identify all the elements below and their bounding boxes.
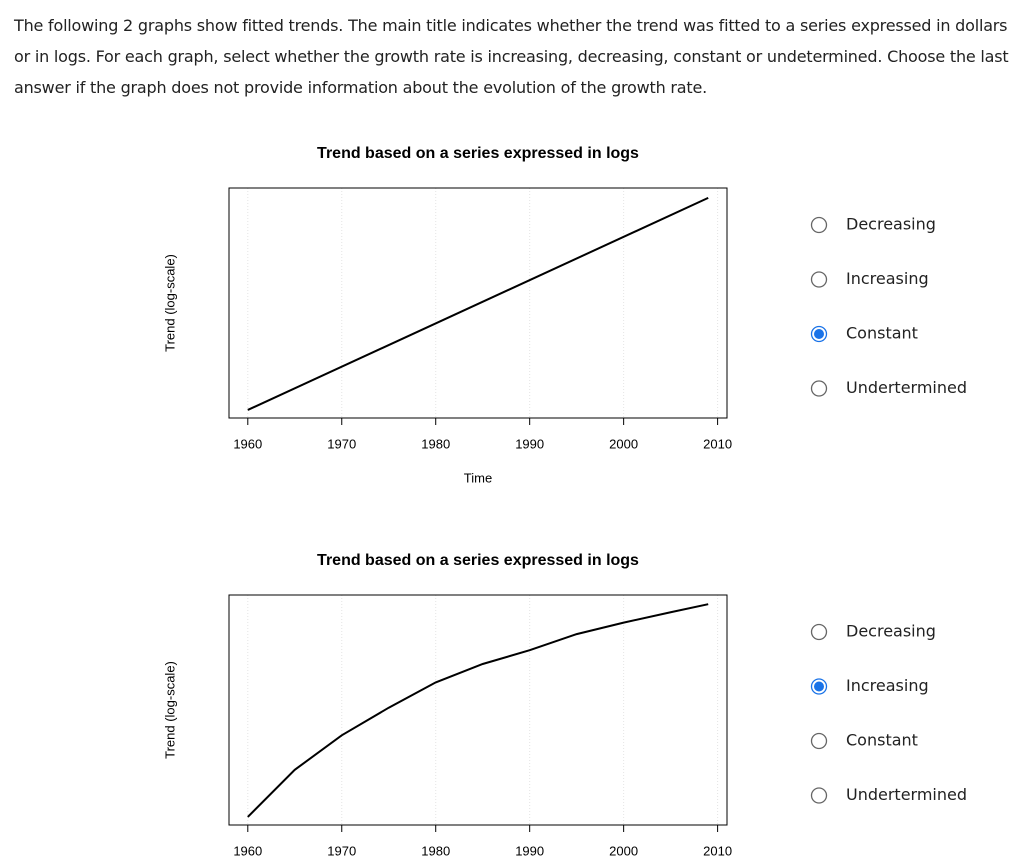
plot-frame bbox=[228, 187, 728, 419]
option-label[interactable]: Decreasing bbox=[846, 215, 936, 234]
chart-title: Trend based on a series expressed in log… bbox=[317, 552, 639, 569]
radio-option[interactable]: Decreasing bbox=[810, 215, 936, 234]
x-tick-label: 2010 bbox=[703, 436, 732, 451]
option-label[interactable]: Undertermined bbox=[846, 378, 967, 397]
radio-option[interactable]: Decreasing bbox=[810, 622, 936, 641]
x-tick-label: 2010 bbox=[703, 843, 732, 858]
x-tick-label: 1960 bbox=[233, 843, 262, 858]
option-label[interactable]: Decreasing bbox=[846, 622, 936, 641]
radio-option[interactable]: Increasing bbox=[810, 269, 929, 288]
option-label[interactable]: Constant bbox=[846, 731, 918, 750]
instructions: The following 2 graphs show fitted trend… bbox=[14, 16, 1009, 97]
radio-option[interactable]: Constant bbox=[810, 324, 918, 343]
option-label[interactable]: Increasing bbox=[846, 676, 929, 695]
option-label[interactable]: Undertermined bbox=[846, 785, 967, 804]
radio-button[interactable] bbox=[810, 271, 828, 288]
x-axis-label: Time bbox=[464, 470, 492, 485]
radio-button[interactable] bbox=[810, 732, 828, 750]
x-tick-label: 2000 bbox=[609, 843, 638, 858]
radio-button[interactable] bbox=[810, 380, 828, 397]
y-axis-label: Trend (log-scale) bbox=[162, 661, 177, 759]
radio-option[interactable]: Increasing bbox=[810, 676, 929, 695]
x-tick-label: 1990 bbox=[515, 843, 544, 858]
radio-dot bbox=[814, 681, 824, 692]
radio-button[interactable] bbox=[810, 787, 828, 804]
radio-dot bbox=[814, 329, 824, 339]
x-tick-label: 1960 bbox=[233, 436, 262, 451]
x-tick-label: 1990 bbox=[515, 436, 544, 451]
plot-frame bbox=[228, 594, 728, 826]
radio-option[interactable]: Undertermined bbox=[810, 785, 968, 804]
x-tick-label: 1970 bbox=[327, 436, 356, 451]
radio-button[interactable] bbox=[810, 623, 828, 641]
radio-option[interactable]: Constant bbox=[810, 731, 918, 750]
option-label[interactable]: Constant bbox=[846, 324, 918, 343]
chart-title: Trend based on a series expressed in log… bbox=[317, 145, 639, 162]
option-label[interactable]: Increasing bbox=[846, 269, 929, 288]
x-tick-label: 1980 bbox=[421, 843, 450, 858]
trend-line bbox=[247, 196, 709, 411]
x-tick-label: 1970 bbox=[327, 843, 356, 858]
trend-line bbox=[247, 603, 709, 818]
x-tick-label: 2000 bbox=[609, 436, 638, 451]
radio-button[interactable] bbox=[810, 216, 828, 234]
y-axis-label: Trend (log-scale) bbox=[162, 254, 177, 352]
radio-option[interactable]: Undertermined bbox=[810, 378, 968, 397]
x-tick-label: 1980 bbox=[421, 436, 450, 451]
